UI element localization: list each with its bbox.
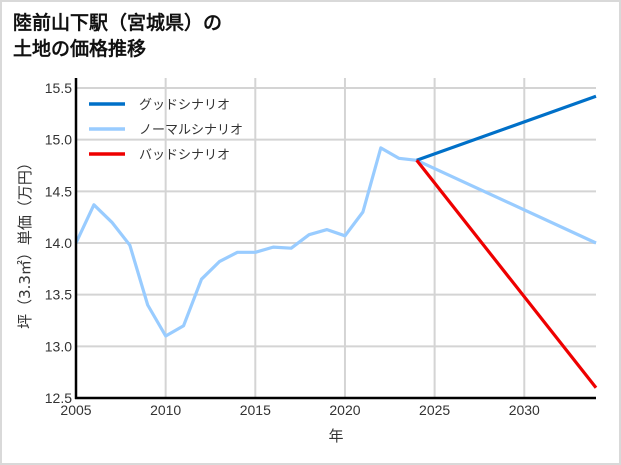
x-tick-label: 2020	[329, 402, 360, 418]
x-tick-label: 2005	[60, 402, 91, 418]
chart-title-line2: 土地の価格推移	[13, 38, 147, 60]
series-lines	[74, 94, 598, 389]
y-tick-label: 13.0	[45, 338, 72, 354]
x-tick-label: 2030	[509, 402, 540, 418]
y-tick-label: 13.5	[45, 287, 72, 303]
x-tick-label: 2010	[150, 402, 181, 418]
grid-lines	[75, 78, 596, 399]
chart-title: 陸前山下駅（宮城県）の 土地の価格推移	[13, 10, 222, 62]
tick-labels: 12.5 13.0 13.5 14.0 14.5 15.0 15.5 2005 2010 2015…	[45, 80, 540, 418]
axes	[74, 78, 596, 400]
x-tick-label: 2015	[240, 402, 271, 418]
y-tick-label: 14.0	[45, 235, 72, 251]
y-axis-label: 坪（3.3㎡）単価（万円）	[16, 155, 34, 329]
x-axis-label: 年	[328, 427, 343, 445]
series-line	[415, 159, 598, 389]
y-tick-label: 15.0	[45, 132, 72, 148]
legend-label: ノーマルシナリオ	[139, 123, 243, 138]
legend-label: グッドシナリオ	[139, 98, 230, 113]
x-tick-label: 2025	[419, 402, 450, 418]
y-tick-label: 14.5	[45, 183, 72, 199]
series-line	[416, 94, 597, 162]
chart-title-line1: 陸前山下駅（宮城県）の	[13, 12, 223, 34]
legend-label: バッドシナリオ	[139, 148, 230, 163]
y-tick-label: 15.5	[45, 80, 72, 96]
series-line	[74, 146, 597, 338]
y-tick-label: 12.5	[45, 390, 72, 406]
